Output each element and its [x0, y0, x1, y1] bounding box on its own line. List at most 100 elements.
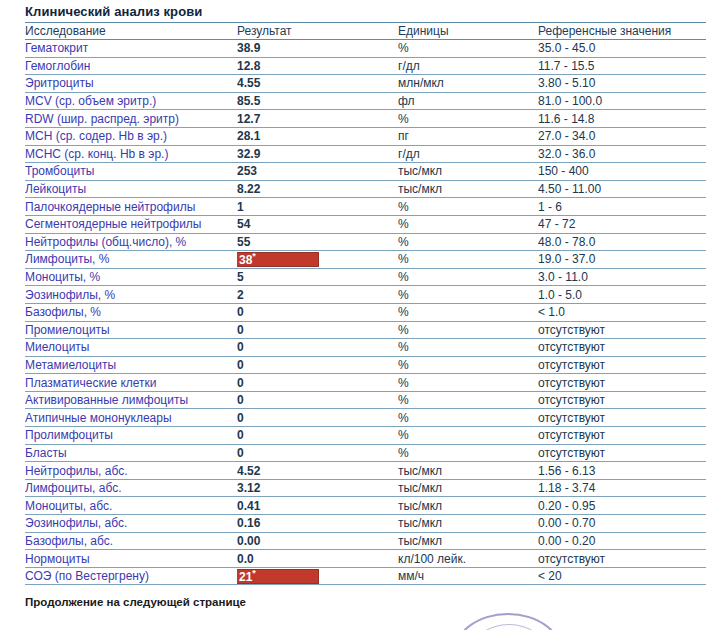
result-value: 0 [237, 374, 398, 392]
table-row: Атипичные мононуклеары0%отсутствуют [25, 409, 706, 427]
table-row: RDW (шир. распред. эритр)12.7%11.6 - 14.… [25, 110, 706, 128]
result-value: 0.0 [237, 550, 398, 568]
test-name: Бласты [25, 444, 237, 462]
table-row: Плазматические клетки0%отсутствуют [25, 374, 706, 392]
test-name: Атипичные мононуклеары [25, 409, 237, 427]
table-row: Лейкоциты8.22тыс/мкл4.50 - 11.00 [25, 180, 706, 198]
reference-range: < 1.0 [538, 303, 706, 321]
test-name: Промиелоциты [25, 321, 237, 339]
units: % [398, 356, 538, 374]
table-header-row: Исследование Результат Единицы Референсн… [25, 23, 706, 40]
result-value: 12.8 [237, 57, 398, 75]
lab-report-page: Клинический анализ крови Исследование Ре… [25, 4, 706, 608]
table-row: Пролимфоциты0%отсутствуют [25, 427, 706, 445]
table-row: Моноциты, %5%3.0 - 11.0 [25, 268, 706, 286]
table-row: Базофилы, абс.0.00тыс/мкл0.00 - 0.20 [25, 532, 706, 550]
result-value: 38.9 [237, 40, 398, 58]
result-value: 4.55 [237, 75, 398, 93]
reference-range: 11.6 - 14.8 [538, 110, 706, 128]
table-row: MCH (ср. содер. Hb в эр.)28.1пг27.0 - 34… [25, 127, 706, 145]
units: тыс/мкл [398, 532, 538, 550]
reference-range: отсутствуют [538, 374, 706, 392]
units: % [398, 339, 538, 357]
test-name: Тромбоциты [25, 163, 237, 181]
table-row: Метамиелоциты0%отсутствуют [25, 356, 706, 374]
result-value: 0 [237, 303, 398, 321]
table-row: Базофилы, %0%< 1.0 [25, 303, 706, 321]
result-value: 55 [237, 233, 398, 251]
table-row: Сегментоядерные нейтрофилы54%47 - 72 [25, 215, 706, 233]
report-title: Клинический анализ крови [25, 4, 706, 19]
round-seal-inner-ring [471, 624, 547, 630]
reference-range: 150 - 400 [538, 163, 706, 181]
result-value: 0.00 [237, 532, 398, 550]
reference-range: 0.00 - 0.70 [538, 515, 706, 533]
result-value: 0 [237, 444, 398, 462]
units: % [398, 268, 538, 286]
reference-range: 0.00 - 0.20 [538, 532, 706, 550]
reference-range: 19.0 - 37.0 [538, 251, 706, 269]
reference-range: отсутствуют [538, 391, 706, 409]
results-table-body: Гематокрит38.9%35.0 - 45.0Гемоглобин12.8… [25, 40, 706, 585]
reference-range: отсутствуют [538, 550, 706, 568]
result-value: 0 [237, 391, 398, 409]
result-value: 5 [237, 268, 398, 286]
table-row: Моноциты, абс.0.41тыс/мкл0.20 - 0.95 [25, 497, 706, 515]
table-row: Промиелоциты0%отсутствуют [25, 321, 706, 339]
reference-range: 1.56 - 6.13 [538, 462, 706, 480]
test-name: MCV (ср. объем эритр.) [25, 92, 237, 110]
reference-range: 3.80 - 5.10 [538, 75, 706, 93]
units: пг [398, 127, 538, 145]
table-row: Нейтрофилы, абс.4.52тыс/мкл1.56 - 6.13 [25, 462, 706, 480]
units: % [398, 409, 538, 427]
units: тыс/мкл [398, 462, 538, 480]
table-row: Палочкоядерные нейтрофилы1%1 - 6 [25, 198, 706, 216]
table-row: Нормоциты0.0кл/100 лейк.отсутствуют [25, 550, 706, 568]
table-row: Лимфоциты, абс.3.12тыс/мкл1.18 - 3.74 [25, 479, 706, 497]
abnormal-result-highlight: 38* [237, 252, 319, 267]
table-row: Эритроциты4.55млн/мкл3.80 - 5.10 [25, 75, 706, 93]
result-value: 1 [237, 198, 398, 216]
units: фл [398, 92, 538, 110]
continuation-note: Продолжение на следующей странице [25, 596, 706, 608]
table-row: Лимфоциты, %38*%19.0 - 37.0 [25, 251, 706, 269]
reference-range: отсутствуют [538, 409, 706, 427]
units: % [398, 427, 538, 445]
result-value: 3.12 [237, 479, 398, 497]
result-value: 0.16 [237, 515, 398, 533]
test-name: Лимфоциты, абс. [25, 479, 237, 497]
test-name: Плазматические клетки [25, 374, 237, 392]
result-value: 54 [237, 215, 398, 233]
result-value: 0 [237, 427, 398, 445]
table-row: Активированные лимфоциты0%отсутствуют [25, 391, 706, 409]
units: г/дл [398, 145, 538, 163]
reference-range: 11.7 - 15.5 [538, 57, 706, 75]
units: % [398, 40, 538, 58]
units: тыс/мкл [398, 479, 538, 497]
units: % [398, 374, 538, 392]
test-name: MCHC (ср. конц. Hb в эр.) [25, 145, 237, 163]
column-header-test: Исследование [25, 23, 237, 40]
results-table: Исследование Результат Единицы Референсн… [25, 22, 706, 585]
reference-range: < 20 [538, 567, 706, 585]
test-name: Пролимфоциты [25, 427, 237, 445]
test-name: Нейтрофилы, абс. [25, 462, 237, 480]
table-row: MCV (ср. объем эритр.)85.5фл81.0 - 100.0 [25, 92, 706, 110]
reference-range: отсутствуют [538, 321, 706, 339]
result-value: 2 [237, 286, 398, 304]
table-row: MCHC (ср. конц. Hb в эр.)32.9г/дл32.0 - … [25, 145, 706, 163]
reference-range: 32.0 - 36.0 [538, 145, 706, 163]
units: % [398, 233, 538, 251]
reference-range: 48.0 - 78.0 [538, 233, 706, 251]
reference-range: 0.20 - 0.95 [538, 497, 706, 515]
units: % [398, 444, 538, 462]
units: кл/100 лейк. [398, 550, 538, 568]
test-name: СОЭ (по Вестергрену) [25, 567, 237, 585]
reference-range: 35.0 - 45.0 [538, 40, 706, 58]
reference-range: 1.0 - 5.0 [538, 286, 706, 304]
units: тыс/мкл [398, 180, 538, 198]
result-value: 0 [237, 321, 398, 339]
abnormal-result-highlight: 21* [237, 569, 319, 584]
units: мм/ч [398, 567, 538, 585]
table-row: Бласты0%отсутствуют [25, 444, 706, 462]
